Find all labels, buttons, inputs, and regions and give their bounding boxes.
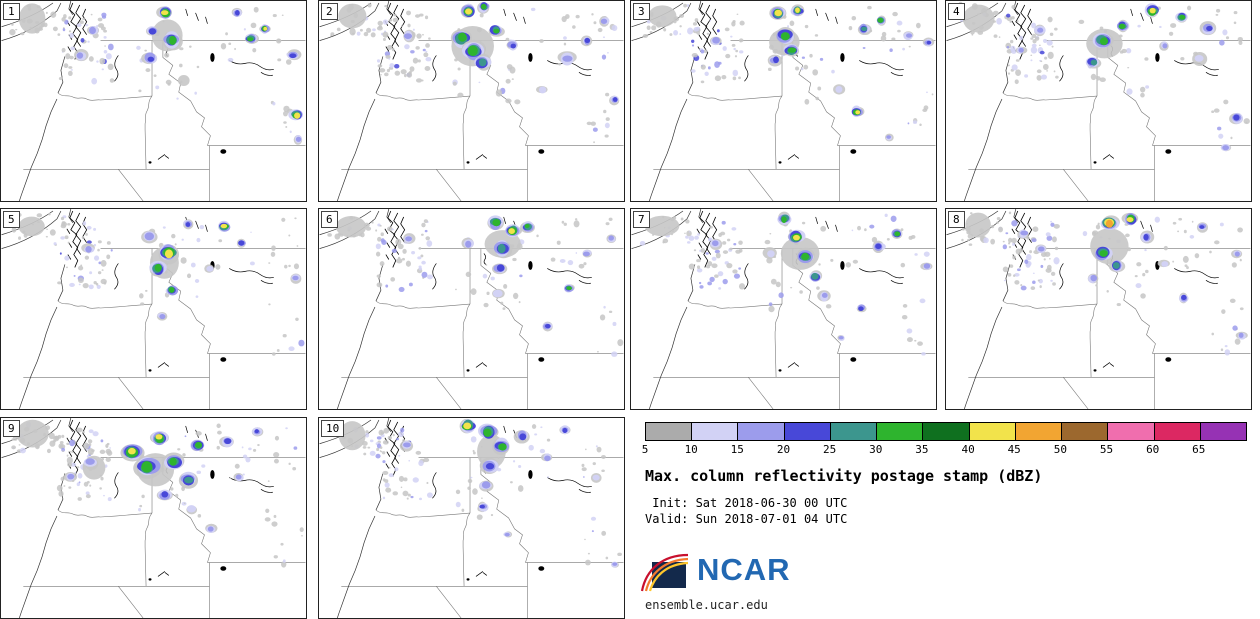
tick-label: 65	[1192, 443, 1206, 456]
panel-number-label: 1	[3, 3, 20, 20]
colorbar-segment	[969, 423, 1016, 440]
panel-number-label: 6	[321, 211, 338, 228]
ncar-logo-arc	[640, 553, 689, 592]
tick-label: 50	[1053, 443, 1068, 456]
tick-label: 60	[1146, 443, 1160, 456]
colorbar-segment	[830, 423, 878, 440]
radar-echoes	[956, 211, 1248, 356]
radar-echoes	[328, 1, 620, 144]
tick-label: 5	[641, 443, 649, 456]
reflectivity-map	[319, 418, 624, 618]
tick-label: 15	[730, 443, 744, 456]
radar-echoes	[11, 212, 305, 356]
tick-label: 10	[684, 443, 698, 456]
panel-number-label: 3	[633, 3, 650, 20]
colorbar-segment	[738, 423, 785, 440]
colorbar-ticks: 5 10 15 20 25 30 35 40 45 50 55 60 65	[641, 443, 1249, 457]
panel-number-label: 2	[321, 3, 338, 20]
radar-echoes	[329, 418, 622, 568]
panel-number-label: 5	[3, 211, 20, 228]
colorbar-segment	[923, 423, 970, 440]
reflectivity-map	[631, 1, 936, 201]
ensemble-member-panel: 9	[0, 417, 307, 619]
reflectivity-map	[946, 209, 1251, 409]
ensemble-member-panel: 4	[945, 0, 1252, 202]
reflectivity-map	[1, 418, 306, 618]
ensemble-member-panel: 8	[945, 208, 1252, 410]
panel-number-label: 10	[321, 420, 345, 437]
colorbar-segment	[784, 423, 831, 440]
ensemble-member-panel: 6	[318, 208, 625, 410]
reflectivity-map	[319, 209, 624, 409]
ensemble-member-panel: 7	[630, 208, 937, 410]
tick-label: 45	[1007, 443, 1021, 456]
figure-title: Max. column reflectivity postage stamp (…	[645, 467, 1043, 485]
panel-number-label: 4	[948, 3, 965, 20]
tick-label: 20	[776, 443, 791, 456]
radar-echoes	[642, 3, 935, 142]
panel-number-label: 7	[633, 211, 650, 228]
tick-label: 30	[869, 443, 883, 456]
site-url: ensemble.ucar.edu	[645, 598, 768, 612]
tick-label: 40	[961, 443, 975, 456]
valid-time: Valid: Sun 2018-07-01 04 UTC	[645, 512, 848, 526]
colorbar-segment	[646, 423, 693, 440]
colorbar-segment	[692, 423, 739, 440]
radar-echoes	[9, 3, 304, 145]
panel-number-label: 8	[948, 211, 965, 228]
tick-label: 35	[915, 443, 929, 456]
colorbar-segment	[877, 423, 924, 440]
ensemble-member-panel: 1	[0, 0, 307, 202]
init-time: Init: Sat 2018-06-30 00 UTC	[645, 496, 848, 510]
radar-echoes	[639, 211, 933, 356]
reflectivity-map	[946, 1, 1251, 201]
ensemble-member-panel: 2	[318, 0, 625, 202]
radar-echoes	[11, 419, 304, 568]
colorbar-segment	[1015, 423, 1063, 440]
legend-block: 5 10 15 20 25 30 35 40 45 50 55 60 65 Max. column re…	[630, 417, 1260, 619]
radar-echoes	[958, 1, 1250, 152]
reflectivity-map	[631, 209, 936, 409]
colorbar	[645, 422, 1247, 441]
colorbar-segment	[1200, 423, 1247, 440]
ensemble-member-panel: 3	[630, 0, 937, 202]
colorbar-segment	[1108, 423, 1155, 440]
radar-echoes	[327, 210, 624, 357]
ensemble-member-panel: 5	[0, 208, 307, 410]
reflectivity-map	[1, 1, 306, 201]
ncar-logo-text: NCAR	[697, 552, 791, 587]
ensemble-member-panel: 10	[318, 417, 625, 619]
reflectivity-map	[319, 1, 624, 201]
colorbar-segment	[1154, 423, 1201, 440]
reflectivity-map	[1, 209, 306, 409]
tick-label: 55	[1099, 443, 1114, 456]
ncar-logo: NCAR	[640, 548, 791, 592]
panel-number-label: 9	[3, 420, 20, 437]
colorbar-segment	[1062, 423, 1109, 440]
tick-label: 25	[822, 443, 837, 456]
